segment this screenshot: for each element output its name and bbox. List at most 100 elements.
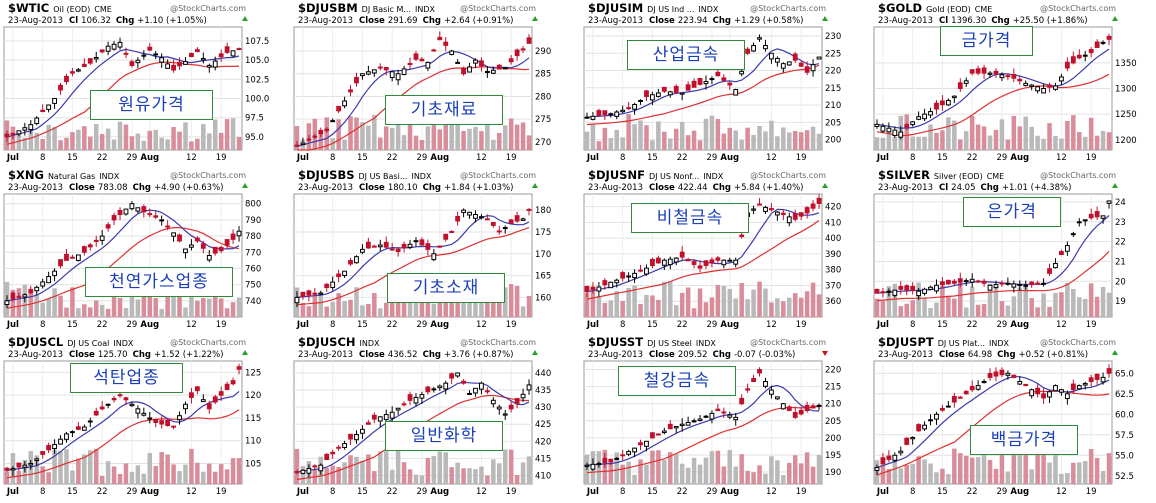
chart-panel-xng[interactable]: 800 790 780 770 760 750 740 Jul 8 15 22 29 Aug 12 19 $X… [0,167,286,333]
candle [520,46,526,54]
volume-bar [1082,298,1088,317]
candle-body [324,128,330,131]
volume-bar [189,295,194,317]
candle [360,425,365,439]
volume-bar [395,450,401,484]
candle [165,419,171,427]
close-label: Close [69,183,95,193]
volume-bar [64,307,69,317]
volume-bar [620,464,625,484]
volume-bar [910,300,915,317]
candle [880,287,886,298]
change-label: Chg [423,183,441,193]
volume-bar [183,122,188,150]
candle [189,239,194,251]
volume-bar [614,452,619,484]
volume-bar [1100,130,1106,150]
candle [212,246,218,256]
candle-body [1005,75,1011,78]
volume-bar [123,308,129,317]
close-label: Close [359,350,385,360]
chart-panel-djusch[interactable]: 440 435 430 425 420 415 410 Jul 8 15 22 29 Aug 12 19 $D… [290,334,576,500]
candle [212,56,218,71]
candle [218,386,224,401]
volume-bar [662,281,667,317]
candle-body [105,45,111,52]
volume-bar [201,297,206,317]
chart-panel-djusbm[interactable]: 290 285 280 275 270 Jul 8 15 22 29 Aug 12 19 $DJUSBM D… [290,0,576,166]
chart-panel-djuspt[interactable]: 65.0 62.5 60.0 57.5 55.0 52.5 Jul 8 15 22 29 Aug 12 1… [870,334,1156,500]
candle [763,39,768,52]
candle-body [365,71,371,75]
candle-body [455,215,461,222]
candle-body [64,75,69,83]
volume-bar [886,131,892,150]
moving-average-long [586,220,820,300]
candle-body [75,254,81,261]
volume-bar [928,124,933,150]
candle [1035,384,1041,398]
chart-panel-djusbs[interactable]: 180 175 170 165 160 Jul 8 15 22 29 Aug 12 19 $DJUSBS D… [290,167,576,333]
volume-bar [508,284,514,317]
volume-bar [816,294,822,317]
candle [874,119,880,129]
close-value: 106.32 [81,16,111,26]
volume-bar [129,471,135,484]
candle [407,391,413,406]
candle-body [99,49,105,53]
change-label: Chg [997,350,1015,360]
chart-panel-wtic[interactable]: 107.5 105.0 102.5 100.0 97.5 95.0 Jul 8 15 22 29 Au… [0,0,286,166]
watermark: @StockCharts.com [170,4,246,13]
chart-panel-djuscl[interactable]: 125 120 115 110 105 Jul 8 15 22 29 Aug 12 19 $DJUSCL D… [0,334,286,500]
candle-body [1059,389,1064,393]
x-tick-label: 12 [186,153,197,163]
chart-panel-djusim[interactable]: 230 225 220 215 210 205 200 Jul 8 15 22 29 Aug 12 19 $D… [580,0,866,166]
candle [673,84,679,94]
chart-header: $GOLD Gold (EOD) CME [878,1,992,15]
candle-body [443,382,449,390]
change-value: +5.84 (+1.40%) [734,183,804,193]
volume-bar [775,460,780,484]
candles [294,31,532,147]
volume-bar [360,122,365,150]
candle-body [206,403,212,410]
candle [886,122,892,133]
candle-body [898,131,904,138]
volume-bar [485,123,490,150]
volume-bar [1059,292,1064,317]
volume-bar [757,125,762,150]
candle-body [407,63,413,66]
volume-bar [34,455,39,484]
chart-panel-silver[interactable]: 24 23 22 21 20 19 Jul 8 15 22 29 Aug 12 19 $SILVER Silv… [870,167,1156,333]
volume-bar [596,296,602,317]
candle-body [1023,284,1029,287]
chart-panel-djusst[interactable]: 220 215 210 205 200 195 190 Jul 8 15 22 29 Aug 12 19 $D… [580,334,866,500]
volume-bar [928,463,933,484]
x-tick-label: 22 [97,153,108,163]
candle-body [816,197,822,204]
volume-bars [874,282,1112,317]
candle [508,400,514,413]
candle [916,423,922,432]
volume-bar [969,286,975,317]
y-tick-label: 110 [245,437,261,447]
candle-body [224,46,230,53]
y-tick-label: 1300 [1115,85,1137,95]
date: 23-Aug-2013 [878,183,933,193]
candle [898,126,904,140]
volume-bar [342,139,347,150]
chart-panel-djusnf[interactable]: 420 410 400 390 380 370 360 Jul 8 15 22 29 Aug 12 19 $D… [580,167,866,333]
volume-bar [781,475,786,484]
volume-bar [218,298,224,317]
candle [596,281,602,297]
volume-bar [934,132,939,150]
chart-panel-gold[interactable]: 1350 1300 1250 1200 Jul 8 15 22 29 Aug 12 19 $GOLD Go… [870,0,1156,166]
arrow-down-icon [822,351,828,356]
volume-bar [360,305,365,317]
candle-body [650,258,655,266]
candle [437,31,443,41]
candle [981,379,987,384]
change-value: +4.90 (+0.63%) [154,183,224,193]
candle [874,464,880,475]
y-tick-label: 430 [535,403,551,413]
